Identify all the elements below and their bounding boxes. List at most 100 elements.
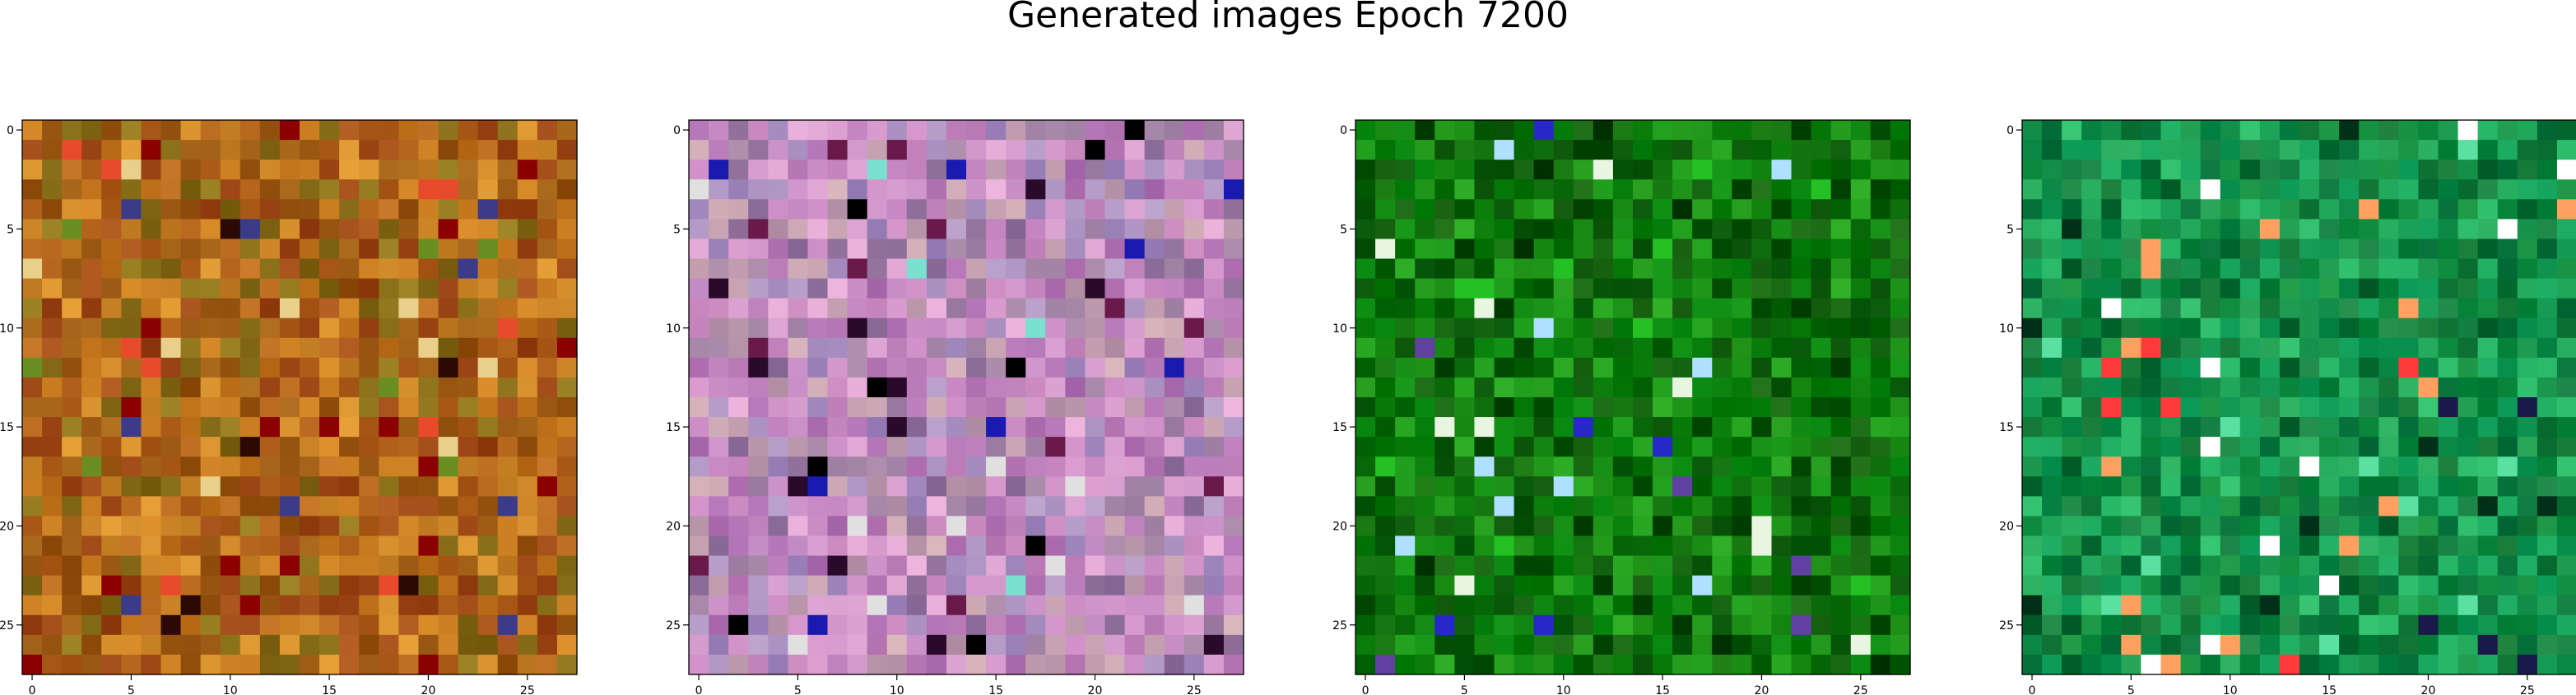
pixel-cell [886, 397, 908, 418]
pixel-cell [1533, 337, 1555, 359]
pixel-cell [2279, 496, 2300, 517]
pixel-cell [1415, 179, 1435, 200]
pixel-cell [1434, 317, 1455, 339]
pixel-cell [1223, 179, 1244, 200]
pixel-cell [886, 199, 908, 220]
pixel-cell [2438, 535, 2459, 557]
pixel-cell [1025, 337, 1046, 359]
pixel-cell [1791, 456, 1812, 477]
pixel-cell [1203, 199, 1225, 220]
pixel-cell [1850, 317, 1872, 339]
pixel-cell [1573, 476, 1594, 497]
pixel-cell [379, 278, 399, 299]
pixel-cell [259, 298, 281, 319]
pixel-cell [1375, 337, 1396, 359]
pixel-cell [2536, 120, 2558, 141]
pixel-cell [2141, 496, 2162, 517]
pixel-cell [1870, 219, 1891, 240]
pixel-cell [1203, 654, 1225, 675]
pixel-cell [339, 417, 360, 438]
pixel-cell [2180, 219, 2202, 240]
pixel-cell [2200, 614, 2221, 636]
pixel-cell [1811, 476, 1832, 497]
pixel-cell [1870, 417, 1891, 438]
pixel-cell [1085, 179, 1106, 200]
pixel-cell [2438, 337, 2459, 359]
pixel-cell [1830, 496, 1852, 517]
pixel-cell [2220, 456, 2241, 477]
pixel-cell [62, 456, 82, 477]
pixel-cell [1006, 437, 1026, 457]
pixel-cell [458, 634, 479, 656]
pixel-cell [537, 298, 558, 319]
pixel-cell [141, 140, 162, 160]
pixel-cell [180, 219, 202, 240]
pixel-cell [418, 199, 439, 220]
pixel-cell [1085, 377, 1106, 398]
pixel-cell [827, 377, 849, 398]
pixel-cell [1573, 199, 1594, 220]
pixel-cell [1771, 516, 1793, 537]
pixel-cell [689, 476, 709, 497]
pixel-cell [418, 160, 439, 180]
pixel-cell [886, 160, 908, 180]
pixel-cell [42, 298, 63, 319]
pixel-cell [1355, 337, 1376, 359]
pixel-cell [689, 140, 709, 160]
pixel-cell [1732, 179, 1753, 200]
pixel-cell [728, 417, 749, 438]
pixel-cell [2101, 575, 2122, 596]
pixel-cell [1830, 614, 1852, 636]
pixel-cell [1593, 614, 1614, 636]
pixel-cell [141, 160, 162, 180]
pixel-cell [1104, 377, 1126, 398]
pixel-cell [1672, 535, 1693, 557]
pixel-cell [2359, 476, 2379, 497]
pixel-cell [2418, 555, 2439, 577]
pixel-cell [2477, 595, 2499, 616]
pixel-cell [2062, 140, 2082, 160]
pixel-cell [847, 219, 868, 240]
pixel-cell [1223, 437, 1244, 457]
pixel-cell [1771, 317, 1793, 339]
pixel-cell [1375, 239, 1396, 260]
pixel-cell [847, 417, 868, 438]
pixel-cell [259, 516, 281, 537]
pixel-cell [2042, 337, 2062, 359]
pixel-cell [517, 496, 538, 517]
pixel-cell [2062, 654, 2082, 675]
pixel-cell [1006, 337, 1026, 359]
pixel-cell [2497, 397, 2518, 418]
pixel-cell [1203, 437, 1225, 457]
pixel-cell [807, 397, 829, 418]
pixel-cell [1223, 298, 1244, 319]
pixel-cell [2220, 258, 2241, 280]
pixel-cell [1811, 654, 1832, 675]
pixel-cell [728, 535, 749, 557]
pixel-cell [1415, 298, 1435, 319]
pixel-cell [2359, 120, 2379, 141]
pixel-cell [517, 516, 538, 537]
pixel-cell [2536, 258, 2558, 280]
pixel-cell [1183, 337, 1205, 359]
pixel-cell [1771, 199, 1793, 220]
pixel-cell [1672, 140, 1693, 160]
pixel-cell [200, 516, 221, 537]
pixel-cell [2457, 634, 2479, 656]
pixel-cell [2160, 654, 2182, 675]
pixel-cell [1811, 140, 1832, 160]
pixel-cell [300, 278, 320, 299]
pixel-cell [1593, 595, 1614, 616]
pixel-cell [1144, 199, 1165, 220]
pixel-cell [1612, 516, 1634, 537]
pixel-cell [101, 437, 122, 457]
pixel-cell [1870, 397, 1891, 418]
pixel-cell [2239, 377, 2261, 398]
pixel-cell [1006, 258, 1026, 280]
pixel-cell [2398, 476, 2420, 497]
pixel-cell [121, 219, 142, 240]
pixel-cell [867, 199, 888, 220]
pixel-cell [2239, 239, 2261, 260]
pixel-cell [477, 634, 499, 656]
pixel-cell [2438, 614, 2459, 636]
